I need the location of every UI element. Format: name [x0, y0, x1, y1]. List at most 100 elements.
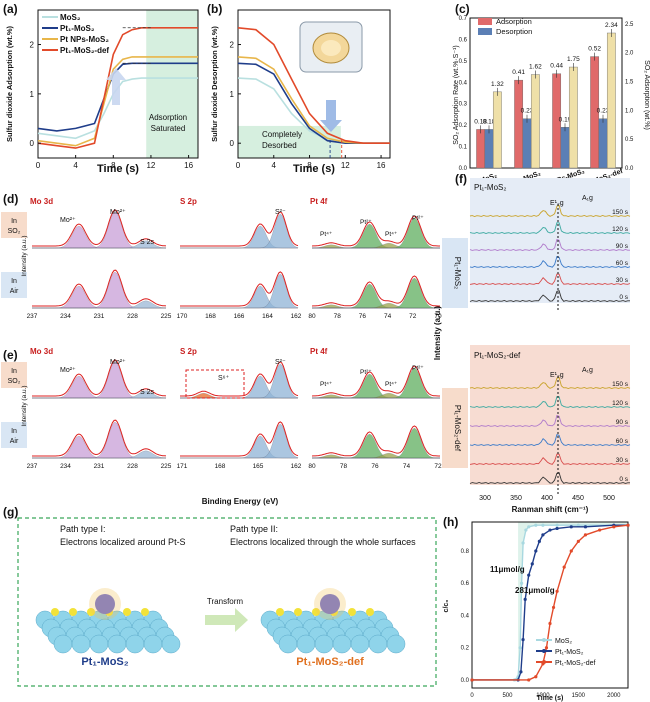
lattice-atom — [332, 610, 352, 630]
lattice-atom — [83, 626, 103, 646]
peak-label: E¹₂g — [550, 200, 564, 207]
bar-adsorption — [514, 79, 524, 169]
data-point — [555, 589, 559, 593]
legend-item-label: Pt₁-MoS₂-def — [555, 660, 596, 667]
xps-peak-pt — [312, 433, 440, 459]
y-axis-title: c/c₀ — [443, 600, 450, 613]
lattice-atom — [101, 626, 121, 646]
y-tick-label: 0.0 — [461, 678, 470, 684]
lattice-atom — [107, 610, 127, 630]
legend-item-label: Adsorption — [496, 17, 532, 26]
xps-peak-s — [180, 435, 298, 459]
lattice-atom — [386, 634, 406, 654]
bar-value-label: 0.18 — [483, 118, 496, 125]
series-line-0 — [237, 77, 390, 144]
panel-label-b: (b) — [207, 2, 223, 16]
x-tick-label: 166 — [234, 313, 245, 320]
device-center — [321, 40, 341, 56]
sulfur-atom — [366, 608, 374, 616]
legend-marker — [542, 660, 546, 664]
data-point — [562, 565, 566, 569]
lattice-atom — [95, 618, 115, 638]
bar-so-adsorption — [606, 32, 616, 169]
structure-name: Pt₁-MoS₂ — [81, 656, 128, 668]
data-point — [626, 523, 630, 527]
lattice-atom — [47, 626, 67, 646]
peak-label: Pt⁴⁺ — [320, 231, 333, 238]
x-tick-label: 237 — [27, 313, 38, 320]
x-tick-label: 12 — [341, 161, 350, 170]
x-axis-title: Time (s) — [293, 163, 335, 175]
lattice-atom — [314, 634, 334, 654]
raman-spectrum — [469, 453, 631, 465]
xps-peak-pt — [312, 453, 440, 459]
y-axis-title-right: SO₂ Adsorption (wt.%) — [643, 60, 650, 130]
xps-peak-pt — [312, 303, 440, 309]
row-label: In — [11, 218, 17, 225]
x-tick-label: 168 — [215, 463, 226, 470]
lattice-atom — [374, 618, 394, 638]
xps-peak-pt — [311, 454, 440, 459]
x-tick-label: 225 — [161, 313, 172, 320]
panel-label-a: (a) — [3, 2, 18, 16]
raman-spectrum — [469, 376, 631, 389]
section-title: Mo 3d — [30, 347, 53, 356]
series-line-3 — [37, 27, 198, 149]
lattice-atom — [368, 610, 388, 630]
lattice-atom — [77, 618, 97, 638]
data-point — [555, 526, 559, 531]
y-tick-label-right: 2.0 — [625, 51, 634, 57]
raman-spectrum — [469, 222, 631, 234]
bar-value-label: 1.62 — [529, 64, 542, 71]
data-point — [555, 523, 559, 527]
lattice-atom — [53, 634, 73, 654]
data-point — [548, 621, 552, 626]
path-label: Path type II: — [230, 524, 278, 534]
time-label: 0 s — [619, 294, 628, 301]
transform-arrow-icon — [205, 608, 248, 632]
data-point — [569, 525, 573, 529]
xps-peak-pt — [311, 244, 440, 249]
time-label: 90 s — [616, 243, 629, 250]
bar-so-adsorption — [530, 74, 540, 169]
y-tick-label: 1 — [230, 90, 235, 99]
xps-envelope — [32, 209, 167, 247]
bar-so-adsorption — [568, 66, 578, 169]
transform-label: Transform — [207, 597, 243, 606]
bar-value-label: 1.75 — [567, 56, 580, 63]
panel-label-c: (c) — [455, 2, 470, 16]
category-label: Pt₁-MoS₂-def — [581, 168, 624, 189]
series-line-0 — [37, 77, 198, 140]
x-tick-label: 237 — [27, 463, 38, 470]
lattice-atom — [53, 610, 73, 630]
bar-value-label: 0.18 — [474, 118, 487, 125]
lattice-atom — [89, 634, 109, 654]
region-label: Adsorption — [149, 113, 187, 122]
row-label-box — [1, 422, 27, 448]
xps-peak-pt — [312, 393, 440, 399]
x-tick-label: 72 — [434, 463, 442, 470]
peak-label: A₁g — [582, 367, 593, 374]
xps-envelope — [180, 271, 299, 307]
peak-label: S⁶⁺ — [218, 375, 230, 382]
row-label: In — [11, 428, 17, 435]
row-label: SO₂ — [8, 228, 21, 235]
x-tick-label: 228 — [127, 463, 138, 470]
data-point — [626, 523, 630, 527]
lattice-atom — [260, 610, 280, 630]
lattice-atom — [338, 618, 358, 638]
x-tick-label: 168 — [205, 313, 216, 320]
region-label: Saturated — [151, 124, 186, 133]
y-tick-label: 2 — [30, 41, 35, 50]
x-axis-title: Time (s) — [537, 695, 564, 702]
category-label: MoS₂ — [479, 172, 498, 185]
x-tick-label: 225 — [161, 463, 172, 470]
x-tick-label: 70 — [434, 313, 442, 320]
y-axis-title-left: SO₂ Adsorption Rate (wt.%·S⁻¹) — [453, 45, 460, 144]
raman-spectrum — [469, 238, 630, 251]
xps-envelope — [32, 419, 167, 457]
peak-label: S 2s — [140, 389, 155, 396]
x-tick-label: 80 — [308, 463, 316, 470]
category-label: Pt₁-MoS₂ — [511, 170, 542, 187]
plot-frame — [471, 521, 629, 689]
